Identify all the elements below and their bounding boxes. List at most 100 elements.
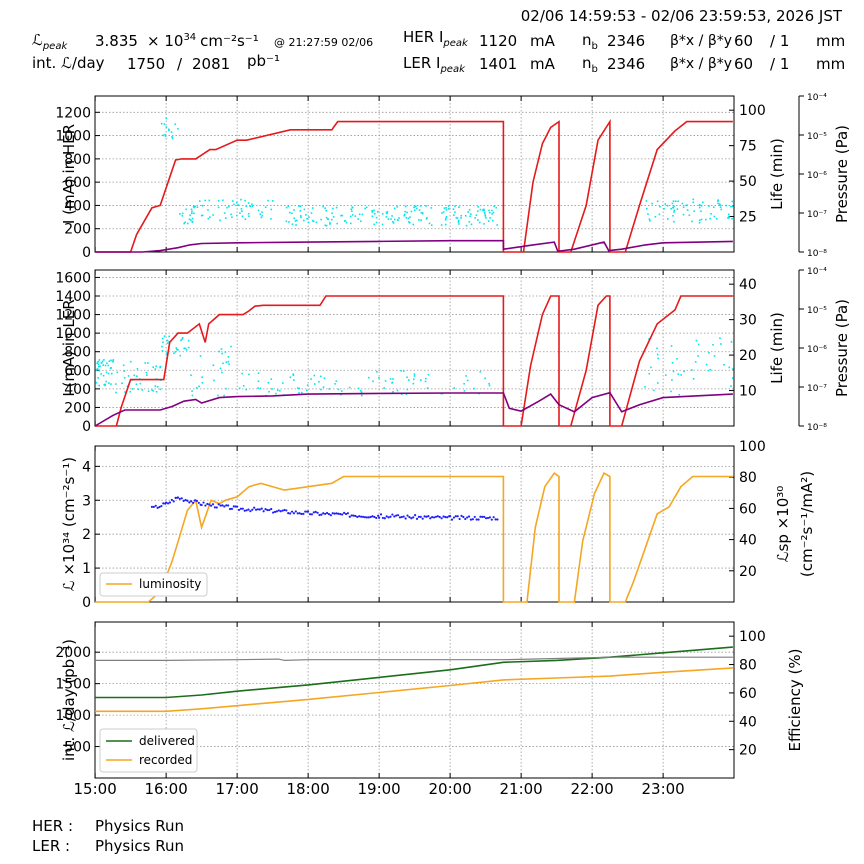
pressure-point [491,209,493,212]
pressure-point [137,388,140,391]
pressure-point [195,386,198,389]
pressure-point [491,213,493,215]
pressure-point [673,209,676,212]
her-current-unit: mA [530,32,556,50]
pressure-point [236,214,238,217]
pressure-point [404,205,407,208]
specific-luminosity-point [232,505,235,508]
pressure-point [477,210,479,213]
legend-label-luminosity: luminosity [139,577,201,591]
pressure-point [312,219,314,222]
lpeak-label: ℒpeak [32,31,68,52]
pressure-point [393,218,396,221]
specific-luminosity-point [290,510,294,513]
specific-luminosity-point [423,515,426,518]
pressure-point [350,210,353,212]
ler-state-value: Physics Run [95,837,184,855]
pressure-point [381,223,384,226]
pressure-point [204,199,207,202]
ler-beta-label: β*x / β*y [670,56,732,72]
pressure-point [303,208,306,211]
pressure-point [442,211,445,213]
y-tick-label: 600 [64,175,91,191]
pressure-point [247,212,250,215]
pressure-point [360,220,362,223]
pressure-point [191,394,194,397]
pressure-point [152,390,155,392]
pressure-point [475,214,478,217]
pressure-point [184,347,187,350]
pressure-point [295,224,297,226]
pressure-point [207,209,209,211]
specific-luminosity-point [462,515,465,519]
pressure-point [373,213,376,215]
pressure-point [365,206,368,209]
pressure-point [673,220,675,223]
x-tick-label: 20:00 [429,780,472,798]
pressure-point [190,219,192,221]
specific-luminosity-point [383,517,386,520]
legend: delivered recorded [99,728,198,773]
pressure-point [217,199,220,202]
pressure-point [390,218,392,220]
pressure-point [663,208,665,210]
specific-luminosity-point [341,513,344,516]
x-tick-label: 22:00 [571,780,614,798]
pressure-point [468,208,471,211]
pressure-point [493,205,496,208]
pressure-point [213,379,215,382]
specific-luminosity-point [396,514,400,517]
specific-luminosity-point [200,503,203,507]
pressure-point [225,361,228,364]
specific-luminosity-point [406,514,409,517]
ler-state-label: LER : [32,837,70,855]
pressure-point [212,364,215,367]
pressure-points [160,117,734,227]
specific-luminosity-point [400,515,403,519]
specific-luminosity-point [329,514,332,517]
pressure-points [95,335,734,397]
lpeak-timestamp: @ 21:27:59 02/06 [274,36,373,49]
pressure-point [104,364,107,367]
y-tick-label: 400 [64,198,91,214]
specific-luminosity-point [292,512,296,515]
pressure-point [645,200,648,202]
y-right-tick-label: 50 [739,174,757,190]
pressure-point [163,335,166,337]
specific-luminosity-point [174,496,177,499]
pressure-point [396,206,399,208]
pressure-point [383,387,386,389]
specific-luminosity-point [440,517,443,520]
pressure-point [310,212,313,214]
pressure-point [350,208,353,211]
pressure-point [270,208,273,211]
pressure-point [174,351,177,353]
specific-luminosity-point [434,515,438,518]
her-beta-label: β*x / β*y [670,33,732,49]
pressure-point [162,134,164,137]
pressure-point [233,203,235,206]
pressure-point [452,208,455,210]
pressure-point [386,210,389,213]
pressure-point [135,383,138,386]
pressure-point [276,389,279,392]
specific-luminosity-point [417,515,420,518]
y-right-tick-label: 25 [739,210,757,226]
pressure-point [101,360,104,363]
pressure-point [676,208,679,210]
specific-luminosity-point [285,509,288,512]
pressure-point [492,219,494,222]
pressure-point [677,373,680,376]
pressure-point [299,209,302,212]
pressure-point [154,385,157,387]
pressure-point [360,391,363,393]
specific-luminosity-point [170,498,173,502]
specific-luminosity-point [377,514,380,517]
pressure-point [191,212,193,215]
specific-luminosity-point [354,514,357,518]
specific-luminosity-point [237,508,241,512]
pressure-point [371,209,373,212]
pressure-point [181,338,183,340]
legend-label-delivered: delivered [139,734,195,748]
pressure-point [656,347,658,350]
